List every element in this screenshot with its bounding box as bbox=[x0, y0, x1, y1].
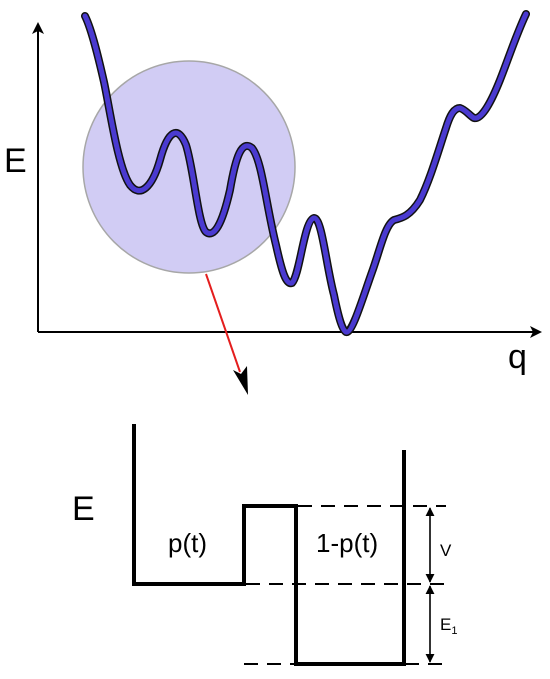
double-well-panel: E p(t) 1-p(t) V E1 bbox=[72, 424, 457, 666]
bottom-y-axis-label: E bbox=[72, 490, 95, 528]
zoom-arrow-head bbox=[233, 366, 248, 395]
zoom-arrow bbox=[205, 273, 248, 395]
energy-curve bbox=[82, 11, 529, 335]
energy-landscape-panel: E q bbox=[4, 10, 542, 376]
top-x-axis-label: q bbox=[508, 338, 527, 376]
energy-gap-subscript: 1 bbox=[451, 625, 457, 637]
top-y-axis-label: E bbox=[4, 142, 27, 180]
right-well-probability-label: 1-p(t) bbox=[316, 528, 378, 558]
barrier-height-label: V bbox=[440, 541, 452, 560]
zoom-arrow-line bbox=[205, 273, 241, 373]
energy-curve-outline bbox=[81, 10, 530, 336]
energy-gap-label: E1 bbox=[440, 615, 457, 637]
left-well-probability-label: p(t) bbox=[168, 528, 207, 558]
energy-gap-letter: E bbox=[440, 615, 451, 634]
